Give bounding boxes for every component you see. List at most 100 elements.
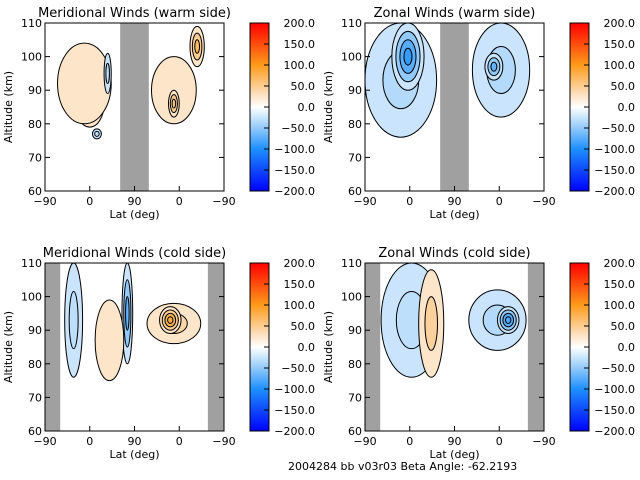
plot-area	[45, 263, 224, 431]
y-tick-label: 70	[348, 391, 362, 404]
x-tick-label: 0	[496, 435, 503, 448]
y-tick-label: 90	[348, 84, 362, 97]
colorbar-tick-label: 200.0	[284, 257, 316, 270]
y-tick-label: 110	[341, 17, 362, 30]
y-tick-label: 100	[21, 51, 42, 64]
colorbar-tick-label: −100.0	[274, 143, 315, 156]
colorbar-tick-label: −200.0	[274, 425, 315, 438]
colorbar-tick-label: 150.0	[284, 278, 316, 291]
y-tick-label: 70	[28, 151, 42, 164]
contour-region	[94, 299, 125, 382]
y-tick-label: 90	[28, 324, 42, 337]
colorbar-tick-label: −150.0	[274, 404, 315, 417]
x-tick-label: −90	[33, 195, 56, 208]
x-tick-label: 90	[128, 195, 142, 208]
contour-region	[57, 42, 112, 125]
x-tick-label: −90	[353, 435, 376, 448]
y-tick-label: 60	[348, 185, 362, 198]
colorbar-tick-label: 200.0	[284, 17, 316, 30]
x-tick-label: 0	[406, 195, 413, 208]
colorbar-tick-label: 0.0	[618, 341, 636, 354]
no-data-band	[365, 263, 381, 431]
colorbar-tick-label: −50.0	[601, 362, 635, 375]
contour-region	[194, 39, 201, 54]
x-axis-label: Lat (deg)	[430, 208, 480, 221]
colorbar-tick-label: −100.0	[274, 383, 315, 396]
contour-region	[403, 47, 413, 66]
x-tick-label: 0	[176, 195, 183, 208]
x-axis-label: Lat (deg)	[110, 208, 160, 221]
colorbar-tick-label: 0.0	[618, 101, 636, 114]
contour-region	[490, 61, 498, 72]
panel-0: Meridional Winds (warm side) 60 70 80 90 100 1…	[2, 6, 315, 221]
x-axis-label: Lat (deg)	[110, 448, 160, 461]
contour-region	[505, 316, 512, 324]
plot-area	[45, 23, 224, 191]
y-axis-label: Altitude (km)	[2, 311, 15, 383]
colorbar-tick-label: −200.0	[594, 425, 635, 438]
colorbar-tick-label: 150.0	[284, 38, 316, 51]
colorbar-tick-label: 50.0	[611, 320, 636, 333]
x-tick-label: 0	[496, 195, 503, 208]
colorbar-tick-label: 50.0	[291, 80, 316, 93]
y-tick-label: 70	[348, 151, 362, 164]
y-axis-label: Altitude (km)	[322, 71, 335, 143]
x-tick-label: 90	[448, 435, 462, 448]
y-tick-label: 100	[341, 51, 362, 64]
footer-label: 2004284 bb v03r03 Beta Angle: -62.2193	[288, 460, 517, 473]
x-tick-label: 0	[86, 195, 93, 208]
colorbar-tick-label: −50.0	[281, 122, 315, 135]
y-tick-label: 110	[341, 257, 362, 270]
colorbar-tick-label: 200.0	[604, 17, 636, 30]
colorbar-tick-label: 50.0	[611, 80, 636, 93]
colorbar-tick-label: 150.0	[604, 38, 636, 51]
panel-1: Zonal Winds (warm side) 60 70 80 90 100 110 Alt…	[322, 6, 635, 221]
x-axis-label: Lat (deg)	[430, 448, 480, 461]
colorbar-tick-label: 0.0	[298, 341, 316, 354]
x-tick-label: −90	[33, 435, 56, 448]
y-tick-label: 90	[28, 84, 42, 97]
contour-region	[424, 296, 438, 351]
y-tick-label: 80	[28, 118, 42, 131]
x-tick-label: −90	[532, 435, 555, 448]
contour-region	[105, 62, 110, 84]
colorbar-tick-label: −100.0	[594, 383, 635, 396]
x-tick-label: −90	[532, 195, 555, 208]
contour-region	[68, 291, 79, 350]
colorbar-tick-label: −50.0	[601, 122, 635, 135]
y-tick-label: 60	[28, 185, 42, 198]
colorbar-tick-label: −150.0	[594, 164, 635, 177]
colorbar-tick-label: 150.0	[604, 278, 636, 291]
no-data-band	[527, 263, 544, 431]
chart-title: Meridional Winds (cold side)	[43, 246, 226, 261]
y-tick-label: 100	[21, 291, 42, 304]
plot-area	[365, 23, 544, 191]
no-data-band	[440, 23, 469, 191]
x-tick-label: 0	[176, 435, 183, 448]
y-tick-label: 100	[341, 291, 362, 304]
chart-title: Zonal Winds (cold side)	[378, 246, 530, 261]
colorbar-tick-label: 100.0	[604, 59, 636, 72]
colorbar-tick-label: 100.0	[284, 59, 316, 72]
x-tick-label: 0	[406, 435, 413, 448]
x-tick-label: 90	[448, 195, 462, 208]
x-tick-label: −90	[212, 195, 235, 208]
contour-region	[94, 130, 100, 137]
y-tick-label: 60	[348, 425, 362, 438]
plot-area	[365, 263, 544, 431]
y-tick-label: 80	[348, 358, 362, 371]
panel-2: Meridional Winds (cold side) 60 70 80 90 100 1…	[2, 246, 315, 461]
colorbar-tick-label: −200.0	[594, 185, 635, 198]
colorbar-tick-label: 100.0	[284, 299, 316, 312]
y-tick-label: 60	[28, 425, 42, 438]
colorbar-tick-label: −100.0	[594, 143, 635, 156]
y-axis-label: Altitude (km)	[2, 71, 15, 143]
contour-region	[167, 316, 174, 324]
colorbar-tick-label: 50.0	[291, 320, 316, 333]
colorbar-tick-label: −200.0	[274, 185, 315, 198]
colorbar-tick-label: 200.0	[604, 257, 636, 270]
y-tick-label: 90	[348, 324, 362, 337]
x-tick-label: −90	[353, 195, 376, 208]
panel-3: Zonal Winds (cold side) 60 70 80 90 100 110 Alt…	[322, 246, 635, 461]
